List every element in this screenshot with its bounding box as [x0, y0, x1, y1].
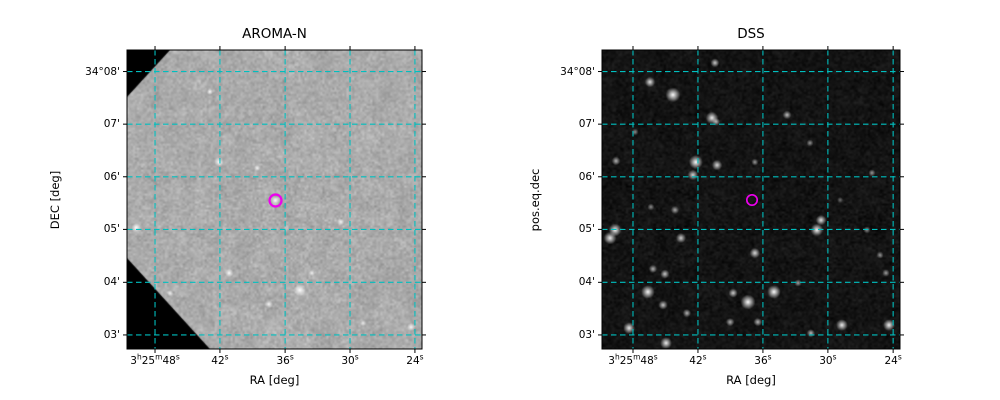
y-axis-label: DEC [deg]: [48, 170, 62, 229]
y-tick-label: 07': [103, 118, 120, 131]
source-marker: [745, 193, 759, 207]
y-tick-label: 07': [578, 118, 595, 131]
source-marker: [268, 193, 283, 208]
x-tick-label: 42s: [211, 352, 229, 367]
grid-overlay: [598, 46, 904, 353]
grid-overlay: [123, 46, 426, 353]
x-tick-label: 3h25m48s: [608, 352, 658, 367]
x-tick-label: 42s: [689, 352, 707, 367]
x-axis-label: RA [deg]: [249, 373, 300, 387]
y-tick-label: 04': [103, 276, 120, 289]
y-axis-label: pos.eq.dec: [528, 168, 542, 231]
x-axis-label: RA [deg]: [726, 373, 776, 387]
x-tick-label: 3h25m48s: [130, 352, 180, 367]
x-tick-label: 36s: [754, 352, 772, 367]
panel-aroma-n: AROMA-N DEC [deg] RA [deg] 34°08' 07' 06' 0…: [48, 27, 426, 387]
x-tick-label: 24s: [406, 352, 424, 367]
panel-dss: DSS pos.eq.dec RA [deg] 34°08' 07' 06' 05' 0…: [528, 27, 904, 387]
axes-frame: [601, 49, 901, 350]
panel-title: AROMA-N: [242, 26, 307, 42]
x-tick-label: 24s: [884, 352, 902, 367]
y-tick-label: 04': [578, 276, 595, 289]
panel-title: DSS: [737, 26, 765, 42]
x-tick-label: 30s: [819, 352, 837, 367]
axes-frame: [126, 49, 423, 350]
sky-image: [602, 50, 900, 349]
y-tick-label: 03': [103, 328, 120, 341]
x-tick-label: 30s: [341, 352, 359, 367]
y-tick-label: 06': [578, 170, 595, 183]
x-tick-label: 36s: [276, 352, 294, 367]
y-tick-label: 05': [103, 223, 120, 236]
y-tick-label: 34°08': [85, 65, 120, 78]
y-tick-label: 03': [578, 328, 595, 341]
sky-image: [127, 50, 422, 349]
y-tick-label: 34°08': [560, 65, 595, 78]
y-tick-label: 05': [578, 223, 595, 236]
y-tick-label: 06': [103, 170, 120, 183]
